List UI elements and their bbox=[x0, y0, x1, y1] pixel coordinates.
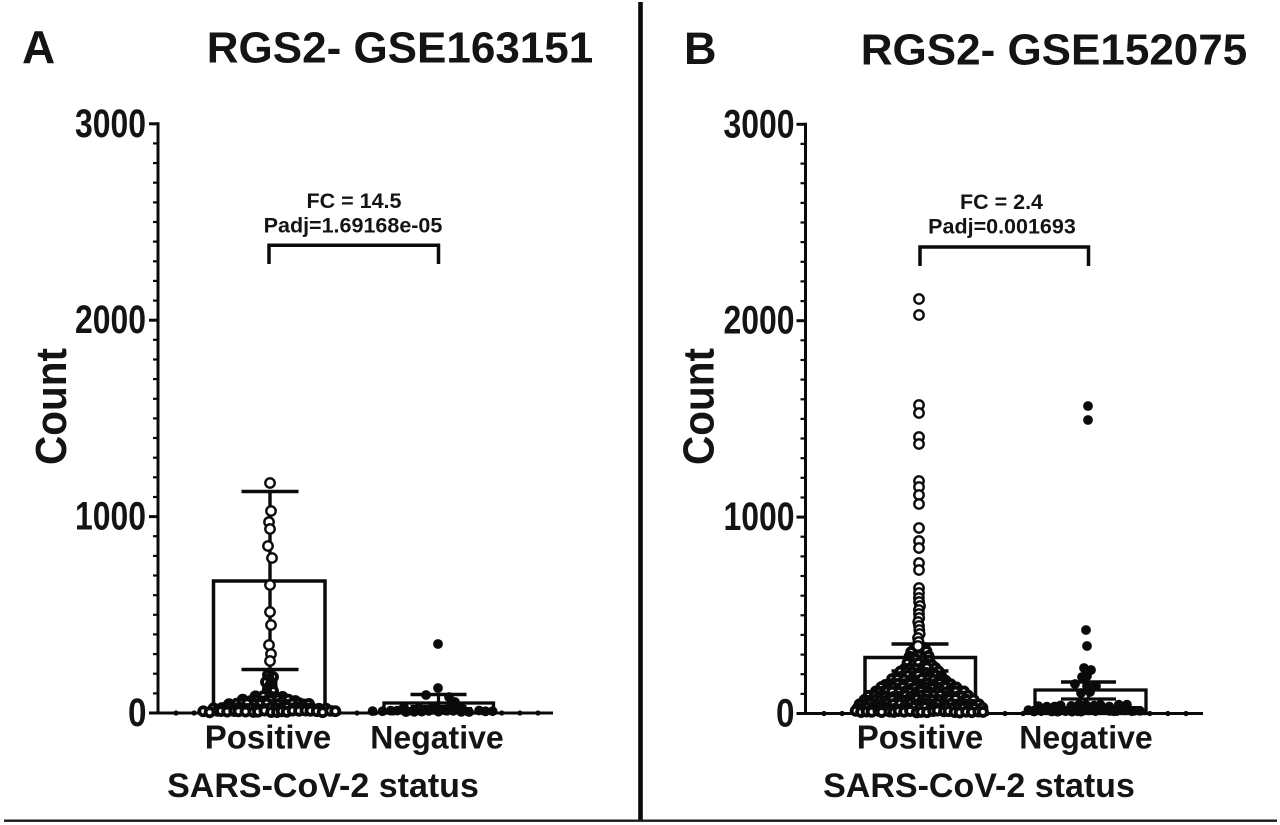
svg-text:RGS2- GSE163151: RGS2- GSE163151 bbox=[207, 24, 593, 73]
svg-text:A: A bbox=[22, 21, 55, 73]
svg-text:B: B bbox=[684, 23, 717, 74]
svg-text:RGS2- GSE152075: RGS2- GSE152075 bbox=[861, 26, 1247, 75]
svg-text:Padj=0.001693: Padj=0.001693 bbox=[928, 215, 1076, 239]
svg-text:Positive: Positive bbox=[857, 719, 984, 756]
svg-text:1000: 1000 bbox=[75, 495, 146, 539]
svg-text:3000: 3000 bbox=[724, 102, 795, 146]
svg-text:3000: 3000 bbox=[75, 102, 146, 146]
svg-text:Padj=1.69168e-05: Padj=1.69168e-05 bbox=[264, 214, 443, 238]
svg-text:Count: Count bbox=[675, 348, 724, 465]
svg-text:Positive: Positive bbox=[205, 719, 332, 756]
svg-text:0: 0 bbox=[128, 691, 147, 735]
svg-text:2000: 2000 bbox=[75, 298, 146, 342]
svg-text:2000: 2000 bbox=[724, 299, 795, 343]
svg-text:SARS-CoV-2 status: SARS-CoV-2 status bbox=[823, 767, 1135, 805]
svg-text:FC = 14.5: FC = 14.5 bbox=[306, 189, 401, 213]
svg-text:Negative: Negative bbox=[370, 720, 503, 756]
svg-text:1000: 1000 bbox=[724, 495, 795, 539]
svg-text:SARS-CoV-2 status: SARS-CoV-2 status bbox=[167, 767, 479, 805]
svg-text:Negative: Negative bbox=[1019, 720, 1152, 756]
svg-text:FC = 2.4: FC = 2.4 bbox=[960, 190, 1043, 214]
svg-text:Count: Count bbox=[27, 348, 76, 465]
svg-text:0: 0 bbox=[776, 692, 795, 736]
